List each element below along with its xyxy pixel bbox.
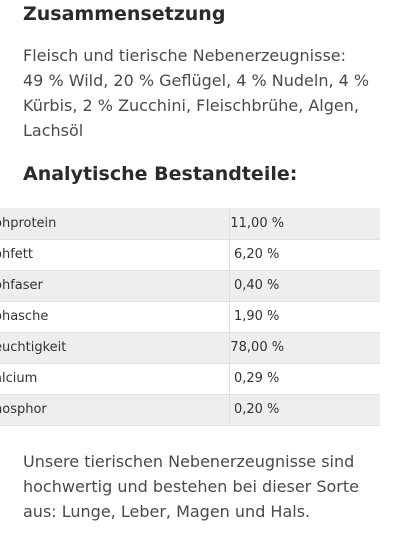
constituent-value: 0,40 % — [233, 278, 280, 293]
constituent-value: 78,00 % — [230, 340, 285, 355]
constituent-value-cell: 0,20 % — [229, 394, 380, 426]
constituent-value: 6,20 % — [233, 247, 280, 262]
note-line: hochwertig und bestehen bei dieser Sorte — [23, 477, 359, 496]
constituent-name: ohfaser — [0, 270, 231, 302]
constituent-name: ohasche — [0, 301, 231, 333]
animal-byproducts-note: Unsere tierischen Nebenerzeugnisse sind … — [23, 449, 388, 524]
table-row: euchtigkeit 78,00 % — [0, 332, 380, 364]
constituent-value: 0,20 % — [233, 402, 280, 417]
analysis-heading: Analytische Bestandteile: — [23, 163, 298, 185]
constituent-name: alcium — [0, 363, 231, 395]
constituent-value-cell: 78,00 % — [229, 332, 380, 364]
constituent-value-cell: 6,20 % — [229, 239, 380, 271]
composition-line: Fleisch und tierische Nebenerzeugnisse: — [23, 46, 347, 65]
constituent-value-cell: 0,29 % — [229, 363, 380, 395]
constituent-name: euchtigkeit — [0, 332, 231, 364]
note-line: Unsere tierischen Nebenerzeugnisse sind — [23, 452, 355, 471]
table-row: ohfaser 0,40 % — [0, 270, 380, 302]
constituent-name: ohfett — [0, 239, 231, 271]
constituent-value: 11,00 % — [230, 215, 285, 231]
constituent-value: 0,29 % — [233, 371, 280, 386]
note-line: aus: Lunge, Leber, Magen und Hals. — [23, 502, 311, 521]
composition-heading: Zusammensetzung — [23, 3, 226, 25]
table-row: hosphor 0,20 % — [0, 394, 380, 426]
analysis-table: ohprotein 11,00 % ohfett 6,20 % ohfaser … — [0, 208, 380, 426]
constituent-value-cell: 0,40 % — [229, 270, 380, 302]
table-row: ohfett 6,20 % — [0, 239, 380, 271]
composition-line: Kürbis, 2 % Zucchini, Fleischbrühe, Alge… — [23, 96, 359, 115]
constituent-value-cell: 1,90 % — [229, 301, 380, 333]
constituent-value: 1,90 % — [233, 309, 280, 324]
table-row: ohprotein 11,00 % — [0, 208, 380, 240]
constituent-value-cell: 11,00 % — [229, 208, 380, 240]
table-row: ohasche 1,90 % — [0, 301, 380, 333]
composition-line: 49 % Wild, 20 % Geflügel, 4 % Nudeln, 4 … — [23, 71, 370, 90]
constituent-name: ohprotein — [0, 208, 231, 240]
table-row: alcium 0,29 % — [0, 363, 380, 395]
composition-line: Lachsöl — [23, 121, 84, 140]
composition-text: Fleisch und tierische Nebenerzeugnisse: … — [23, 43, 388, 143]
constituent-name: hosphor — [0, 394, 231, 426]
